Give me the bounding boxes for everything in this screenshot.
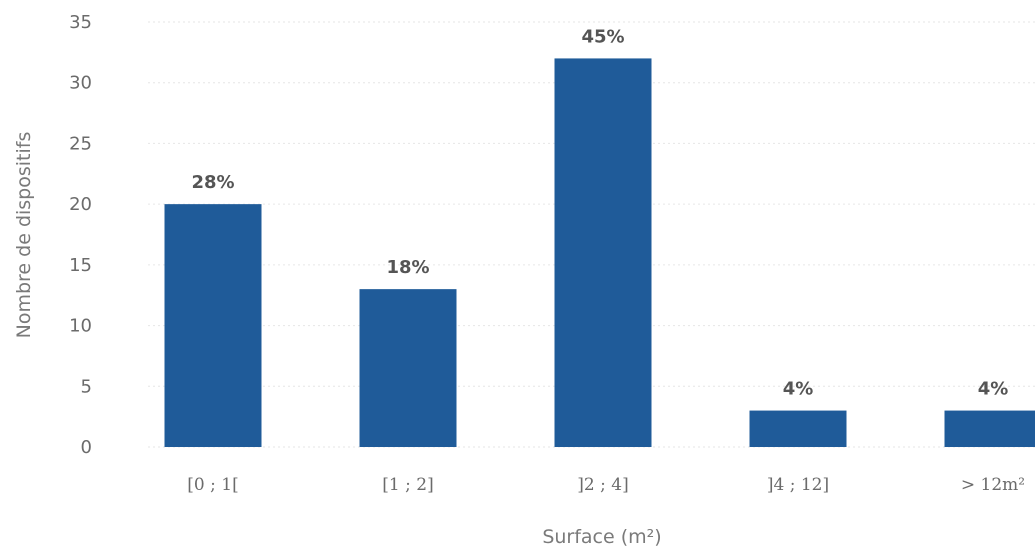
data-label: 28% [191,172,234,193]
x-tick-label: > 12m² [961,475,1025,495]
data-label: 4% [978,379,1009,400]
y-tick-label: 35 [69,12,92,33]
x-axis-label: Surface (m²) [542,526,661,548]
bars [164,58,1035,448]
y-tick-label: 20 [69,194,92,215]
bar [359,289,457,447]
y-tick-label: 5 [81,376,92,397]
x-tick-label: ]2 ; 4] [577,475,628,495]
x-tick-label: [0 ; 1[ [187,475,238,495]
y-tick-label: 25 [69,133,92,154]
data-labels: 28% 18% 45% 4% 4% [191,26,1008,399]
y-axis-label: Nombre de dispositifs [13,132,35,339]
data-label: 45% [581,26,624,47]
x-axis-ticks: [0 ; 1[ [1 ; 2] ]2 ; 4] ]4 ; 12] > 12m² [187,475,1025,495]
y-tick-label: 0 [81,437,92,458]
x-tick-label: ]4 ; 12] [767,475,829,495]
data-label: 18% [386,257,429,278]
bar [164,204,262,447]
y-tick-label: 10 [69,316,92,337]
y-tick-label: 15 [69,255,92,276]
y-axis-ticks: 0 5 10 15 20 25 30 35 [69,12,92,458]
bar [749,410,847,447]
x-tick-label: [1 ; 2] [382,475,433,495]
bar [944,410,1035,447]
y-tick-label: 30 [69,73,92,94]
bar [554,58,652,448]
data-label: 4% [783,379,814,400]
